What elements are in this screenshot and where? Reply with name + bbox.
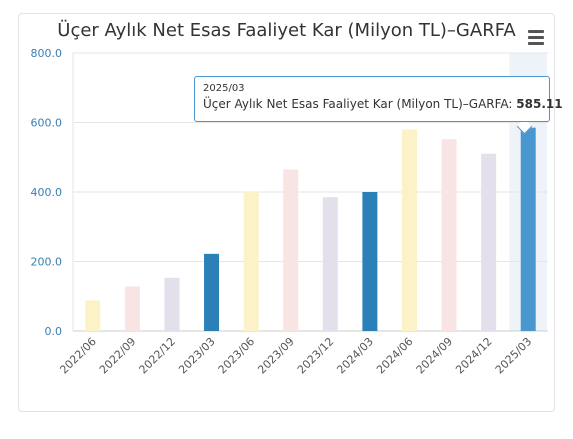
bar-2023-09[interactable] <box>283 169 299 331</box>
bar-2022-09[interactable] <box>124 286 140 331</box>
bar-2022-06[interactable] <box>85 300 101 331</box>
x-tick-label: 2024/03 <box>334 335 376 377</box>
tooltip-value: 585.11 <box>516 97 563 111</box>
y-tick-label: 200.0 <box>31 256 63 269</box>
x-tick-label: 2023/12 <box>295 335 337 377</box>
hamburger-icon[interactable] <box>526 28 546 46</box>
y-tick-label: 0.0 <box>45 325 63 338</box>
bar-2024-03[interactable] <box>362 192 378 331</box>
tooltip: 2025/03 Üçer Aylık Net Esas Faaliyet Kar… <box>194 76 563 122</box>
x-tick-label: 2023/03 <box>176 335 218 377</box>
x-tick-label: 2022/09 <box>97 335 139 377</box>
tooltip-date: 2025/03 <box>203 83 245 94</box>
x-tick-label: 2022/06 <box>57 335 99 377</box>
x-tick-label: 2023/06 <box>216 335 258 377</box>
x-tick-label: 2023/09 <box>255 335 297 377</box>
bar-2024-06[interactable] <box>401 129 417 331</box>
bar-2022-12[interactable] <box>164 277 180 331</box>
x-tick-label: 2024/06 <box>374 335 416 377</box>
y-tick-label: 800.0 <box>31 47 63 60</box>
bar-2023-06[interactable] <box>243 191 259 331</box>
x-tick-label: 2022/12 <box>137 335 179 377</box>
x-tick-label: 2025/03 <box>493 335 535 377</box>
y-tick-label: 600.0 <box>31 117 63 130</box>
tooltip-label: Üçer Aylık Net Esas Faaliyet Kar (Milyon… <box>203 97 513 111</box>
bar-2024-12[interactable] <box>481 153 497 331</box>
bar-2024-09[interactable] <box>441 139 457 331</box>
chart-title: Üçer Aylık Net Esas Faaliyet Kar (Milyon… <box>57 20 516 41</box>
bar-2023-03[interactable] <box>204 253 220 331</box>
bar-2025-03[interactable] <box>520 127 536 331</box>
x-tick-label: 2024/09 <box>414 335 456 377</box>
bar-2023-12[interactable] <box>322 197 338 331</box>
x-tick-label: 2024/12 <box>453 335 495 377</box>
y-tick-label: 400.0 <box>31 186 63 199</box>
